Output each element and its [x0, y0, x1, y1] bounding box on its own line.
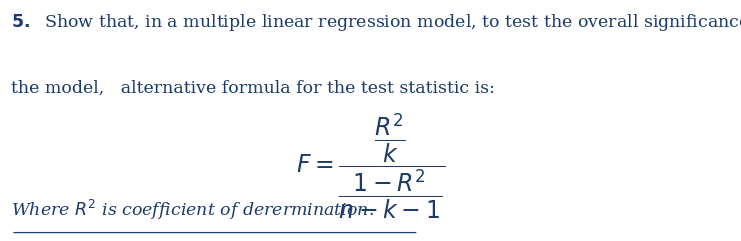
Text: the model,   alternative formula for the test statistic is:: the model, alternative formula for the t… [11, 80, 495, 97]
Text: $F = \dfrac{\dfrac{R^2}{k}}{\dfrac{1-R^2}{n-k-1}}$: $F = \dfrac{\dfrac{R^2}{k}}{\dfrac{1-R^2… [296, 111, 445, 221]
Text: $\mathbf{5.}$  Show that, in a multiple linear regression model, to test the ove: $\mathbf{5.}$ Show that, in a multiple l… [11, 12, 741, 33]
Text: Where $R^2$ is coefficient of derermination.: Where $R^2$ is coefficient of dererminat… [11, 198, 374, 222]
